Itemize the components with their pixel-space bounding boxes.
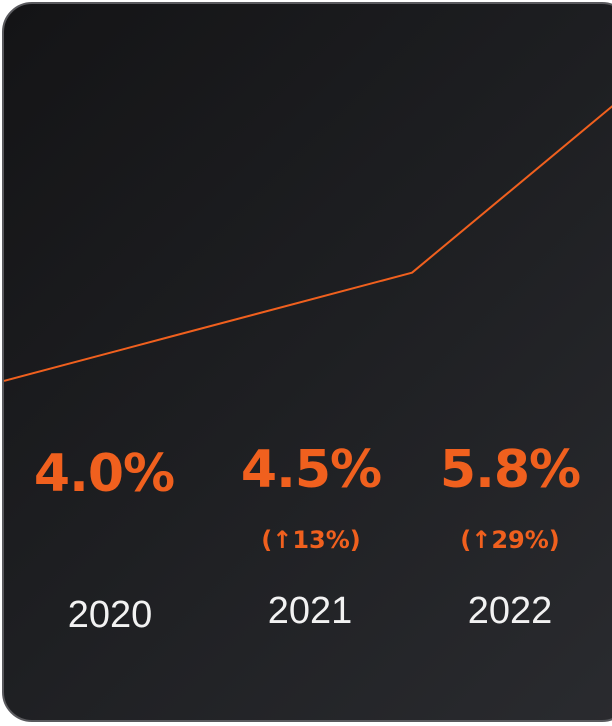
x-tick-2022: 2022 bbox=[467, 590, 553, 632]
value-label-2020: 4.0% bbox=[33, 444, 175, 504]
x-tick-2021: 2021 bbox=[267, 590, 353, 632]
series-line bbox=[4, 105, 612, 382]
value-label-2022: 5.8% bbox=[439, 440, 581, 500]
x-tick-2020: 2020 bbox=[67, 594, 153, 636]
series-layer bbox=[4, 105, 612, 382]
change-label-2022: (↑29%) bbox=[460, 526, 560, 554]
line-chart bbox=[4, 105, 612, 382]
change-label-2021: (↑13%) bbox=[261, 526, 361, 554]
value-label-2021: 4.5% bbox=[240, 440, 382, 500]
